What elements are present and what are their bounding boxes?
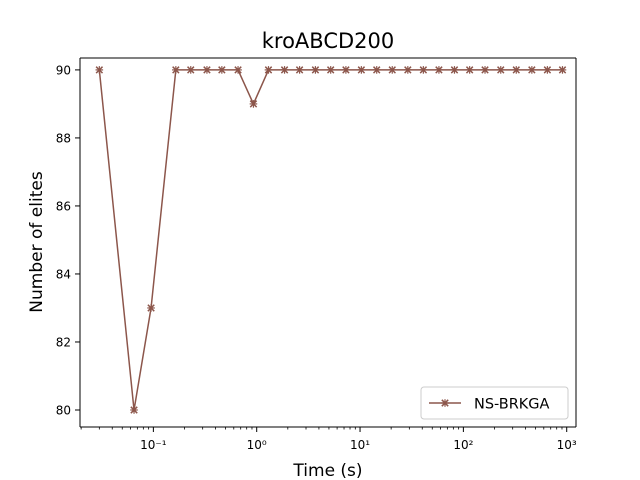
data-point xyxy=(543,66,552,74)
data-point xyxy=(130,406,138,414)
x-tick-label: 10² xyxy=(453,438,473,452)
data-point xyxy=(326,66,335,74)
data-point xyxy=(465,66,474,74)
data-point xyxy=(435,66,443,74)
y-tick-label: 84 xyxy=(56,267,71,281)
x-tick-label: 10¹ xyxy=(350,438,370,452)
data-point xyxy=(450,66,459,74)
plot-area xyxy=(80,58,576,427)
y-tick-label: 86 xyxy=(56,199,71,213)
data-point xyxy=(147,304,155,312)
y-axis-label: Number of elites xyxy=(27,171,47,313)
x-axis-label: Time (s) xyxy=(292,461,362,480)
data-point xyxy=(512,66,521,74)
data-point xyxy=(357,66,366,74)
x-tick-label: 10⁰ xyxy=(247,438,267,452)
chart-title: kroABCD200 xyxy=(262,29,395,53)
data-point xyxy=(249,100,258,108)
data-point xyxy=(280,66,289,74)
legend-marker-glyph xyxy=(441,399,449,407)
data-point xyxy=(311,66,320,74)
legend-marker-ns-brkga xyxy=(441,399,449,407)
data-point xyxy=(218,66,226,74)
data-point xyxy=(234,66,242,74)
data-point xyxy=(372,66,381,74)
legend: NS-BRKGA xyxy=(420,386,569,420)
data-point xyxy=(342,66,350,74)
axes xyxy=(79,57,577,428)
data-point xyxy=(388,66,397,74)
legend-label-ns-brkga: NS-BRKGA xyxy=(474,397,550,413)
y-tick-label: 82 xyxy=(56,335,71,349)
x-ticks: 10⁻¹ 10⁰ 10¹ 10² 10³ xyxy=(80,427,577,452)
data-point xyxy=(95,66,104,74)
data-point xyxy=(419,66,428,74)
data-point xyxy=(558,66,567,74)
x-tick-label: 10⁻¹ xyxy=(140,438,167,452)
data-point xyxy=(186,66,195,74)
y-ticks: 80 82 84 86 88 90 xyxy=(56,63,80,417)
y-tick-label: 80 xyxy=(56,403,71,417)
data-point xyxy=(404,66,412,74)
x-tick-label: 10³ xyxy=(557,438,577,452)
data-point xyxy=(295,66,304,74)
data-point xyxy=(172,66,180,74)
data-point xyxy=(203,66,211,74)
data-point xyxy=(264,66,273,74)
legend-box xyxy=(420,386,569,420)
series-layer xyxy=(95,66,567,414)
y-tick-label: 88 xyxy=(56,131,71,145)
data-point xyxy=(481,66,489,74)
data-point xyxy=(528,66,536,74)
y-tick-label: 90 xyxy=(56,63,71,77)
data-point xyxy=(496,66,505,74)
